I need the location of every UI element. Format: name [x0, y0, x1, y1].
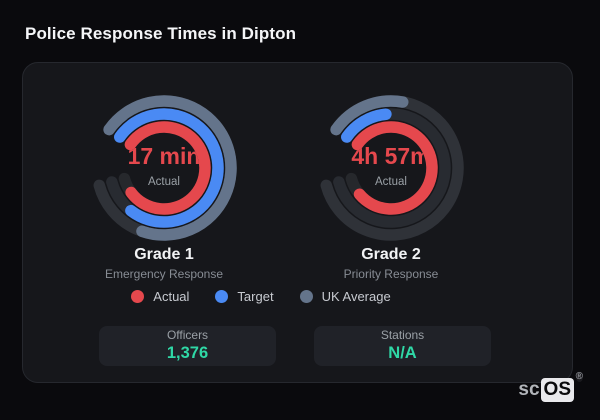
stat-officers-label: Officers: [166, 328, 209, 343]
chart-legend: Actual Target UK Average: [23, 289, 499, 304]
stats-row: Officers 1,376 Stations N/A: [99, 326, 491, 366]
gauge-grade-2: 4h 57m Actual Grade 2 Priority Response: [306, 93, 476, 281]
gauge-grade-1-actual-value: 17 min: [127, 142, 201, 169]
scos-logo: sc OS ®: [518, 372, 583, 402]
legend-dot-actual-icon: [131, 290, 145, 303]
gauge-grade-2-actual-value: 4h 57m: [351, 142, 431, 169]
legend-item-actual[interactable]: Actual: [131, 289, 189, 304]
gauge-grade-1-rings: 17 min Actual: [89, 93, 239, 243]
actual-fill-arc[interactable]: [124, 121, 211, 215]
gauge-grade-1-center-label: Actual: [148, 176, 180, 189]
gauge-grade-2-title: Grade 2: [361, 246, 421, 263]
stat-stations-value: N/A: [388, 343, 417, 362]
gauge-grade-2-rings: 4h 57m Actual: [316, 93, 466, 243]
legend-item-uk-average[interactable]: UK Average: [299, 289, 391, 304]
gauge-grade-2-center-label: Actual: [375, 176, 407, 189]
scos-logo-suffix-text: OS: [543, 379, 571, 401]
dashboard-card: 17 min Actual Grade 1 Emergency Response…: [22, 62, 573, 383]
gauge-grade-1-subtitle: Emergency Response: [104, 267, 224, 281]
legend-label-uk-average: UK Average: [321, 289, 391, 304]
gauge-grade-2-svg[interactable]: [316, 93, 466, 243]
gauge-grade-1-title: Grade 1: [134, 246, 194, 263]
target-fill-arc[interactable]: [114, 108, 224, 228]
gauge-grade-1-center: 17 min Actual: [89, 93, 239, 243]
stat-stations-label: Stations: [380, 328, 425, 343]
gauge-grade-2-subtitle: Priority Response: [343, 267, 439, 281]
gauge-grade-1-svg[interactable]: [89, 93, 239, 243]
legend-item-target[interactable]: Target: [215, 289, 274, 304]
gauge-grade-2-center: 4h 57m Actual: [316, 93, 466, 243]
legend-label-target: Target: [237, 289, 274, 304]
stat-box-stations: Stations N/A: [314, 326, 491, 366]
scos-logo-suffix: OS ®: [540, 372, 583, 402]
stat-box-officers: Officers 1,376: [99, 326, 276, 366]
legend-dot-uk-average-icon: [299, 290, 313, 303]
gauge-grade-1: 17 min Actual Grade 1 Emergency Response: [79, 93, 249, 281]
stat-officers-value: 1,376: [166, 343, 209, 362]
legend-label-actual: Actual: [153, 289, 190, 304]
target-fill-arc[interactable]: [341, 108, 392, 143]
uk-average-fill-arc[interactable]: [103, 95, 237, 241]
registered-trademark-icon: ®: [575, 371, 583, 383]
scos-logo-prefix: sc: [518, 379, 540, 401]
actual-fill-arc[interactable]: [351, 121, 438, 215]
legend-dot-target-icon: [215, 290, 229, 303]
uk-average-fill-arc[interactable]: [330, 95, 409, 136]
page-title: Police Response Times in Dipton: [25, 24, 297, 43]
